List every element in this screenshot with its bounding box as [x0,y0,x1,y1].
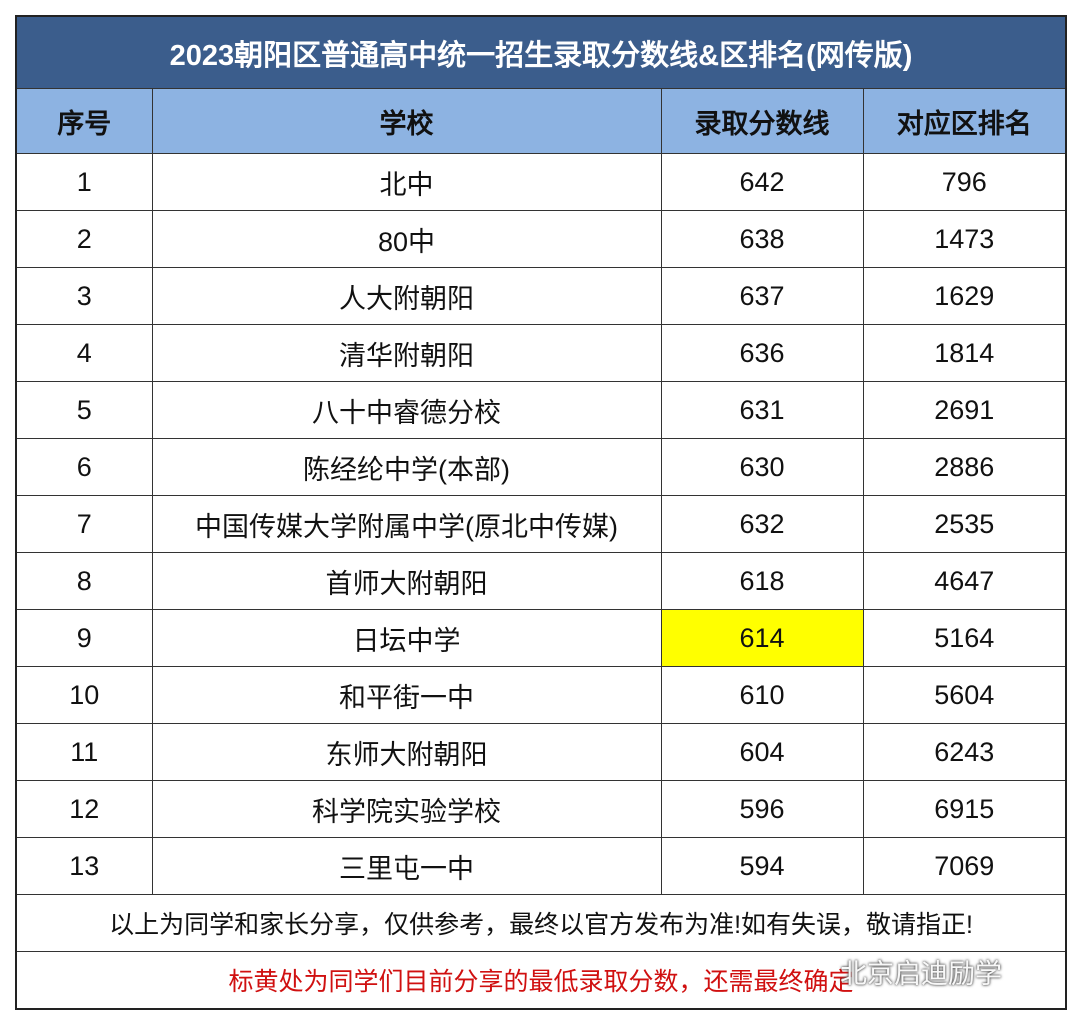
table-cell: 630 [660,438,864,496]
table-cell: 和平街一中 [151,666,662,724]
column-header: 录取分数线 [660,88,864,154]
header-row: 序号 学校 录取分数线 对应区排名 [15,88,1067,154]
table-cell: 1473 [862,210,1067,268]
table-cell: 日坛中学 [151,609,662,667]
table-cell: 80中 [151,210,662,268]
table-row: 2 80中 638 1473 [15,210,1067,268]
table-cell: 中国传媒大学附属中学(原北中传媒) [151,495,662,553]
table-cell: 八十中睿德分校 [151,381,662,439]
table-cell: 638 [660,210,864,268]
table-row: 3 人大附朝阳 637 1629 [15,267,1067,325]
table-cell: 10 [15,666,153,724]
table-row: 9 日坛中学 614 5164 [15,609,1067,667]
table-cell: 4 [15,324,153,382]
column-header: 序号 [15,88,153,154]
table-row: 8 首师大附朝阳 618 4647 [15,552,1067,610]
table-cell: 642 [660,153,864,211]
table-cell: 1 [15,153,153,211]
table-row: 13 三里屯一中 594 7069 [15,837,1067,895]
table-cell: 4647 [862,552,1067,610]
table-cell: 1814 [862,324,1067,382]
table-cell: 3 [15,267,153,325]
table-cell: 北中 [151,153,662,211]
table-cell: 6915 [862,780,1067,838]
note-row: 以上为同学和家长分享，仅供参考，最终以官方发布为准!如有失误，敬请指正! [15,894,1067,952]
table-cell: 三里屯一中 [151,837,662,895]
table-cell: 2691 [862,381,1067,439]
table-cell: 9 [15,609,153,667]
table-cell: 8 [15,552,153,610]
table-cell: 5164 [862,609,1067,667]
table-row: 11 东师大附朝阳 604 6243 [15,723,1067,781]
table-cell: 5 [15,381,153,439]
note: 标黄处为同学们目前分享的最低录取分数，还需最终确定 [15,951,1067,1010]
table-row: 10 和平街一中 610 5604 [15,666,1067,724]
table-cell: 12 [15,780,153,838]
watermark: 北京启迪励学 [840,959,1002,989]
table-cell: 清华附朝阳 [151,324,662,382]
table-cell: 2535 [862,495,1067,553]
table-row: 1 北中 642 796 [15,153,1067,211]
table-cell: 632 [660,495,864,553]
table-cell: 604 [660,723,864,781]
table-title: 2023朝阳区普通高中统一招生录取分数线&区排名(网传版) [15,15,1067,89]
table-cell: 6 [15,438,153,496]
column-header: 学校 [151,88,662,154]
title-row: 2023朝阳区普通高中统一招生录取分数线&区排名(网传版) [15,15,1067,89]
table-cell: 东师大附朝阳 [151,723,662,781]
note-row: 标黄处为同学们目前分享的最低录取分数，还需最终确定 [15,951,1067,1010]
table-cell: 1629 [862,267,1067,325]
table-cell: 596 [660,780,864,838]
table-cell: 13 [15,837,153,895]
table-cell: 610 [660,666,864,724]
note: 以上为同学和家长分享，仅供参考，最终以官方发布为准!如有失误，敬请指正! [15,894,1067,952]
column-header: 对应区排名 [862,88,1067,154]
table-cell: 首师大附朝阳 [151,552,662,610]
table-cell: 7069 [862,837,1067,895]
table-cell: 6243 [862,723,1067,781]
table-cell: 796 [862,153,1067,211]
table-cell: 636 [660,324,864,382]
table-row: 12 科学院实验学校 596 6915 [15,780,1067,838]
table-cell: 618 [660,552,864,610]
table-cell: 631 [660,381,864,439]
table-cell: 人大附朝阳 [151,267,662,325]
table-cell: 科学院实验学校 [151,780,662,838]
table-cell: 594 [660,837,864,895]
table-row: 4 清华附朝阳 636 1814 [15,324,1067,382]
table-cell: 7 [15,495,153,553]
table-cell: 5604 [862,666,1067,724]
table-body: 2023朝阳区普通高中统一招生录取分数线&区排名(网传版) 序号 学校 录取分数线对… [15,15,1067,1010]
table-cell: 637 [660,267,864,325]
table-cell: 2 [15,210,153,268]
table-cell: 陈经纶中学(本部) [151,438,662,496]
table-row: 7 中国传媒大学附属中学(原北中传媒) 632 2535 [15,495,1067,553]
table-row: 6 陈经纶中学(本部) 630 2886 [15,438,1067,496]
table-cell: 2886 [862,438,1067,496]
table-cell: 614 [660,609,864,667]
table-row: 5 八十中睿德分校 631 2691 [15,381,1067,439]
score-table: 2023朝阳区普通高中统一招生录取分数线&区排名(网传版) 序号 学校 录取分数线对… [15,15,1068,1010]
table-cell: 11 [15,723,153,781]
